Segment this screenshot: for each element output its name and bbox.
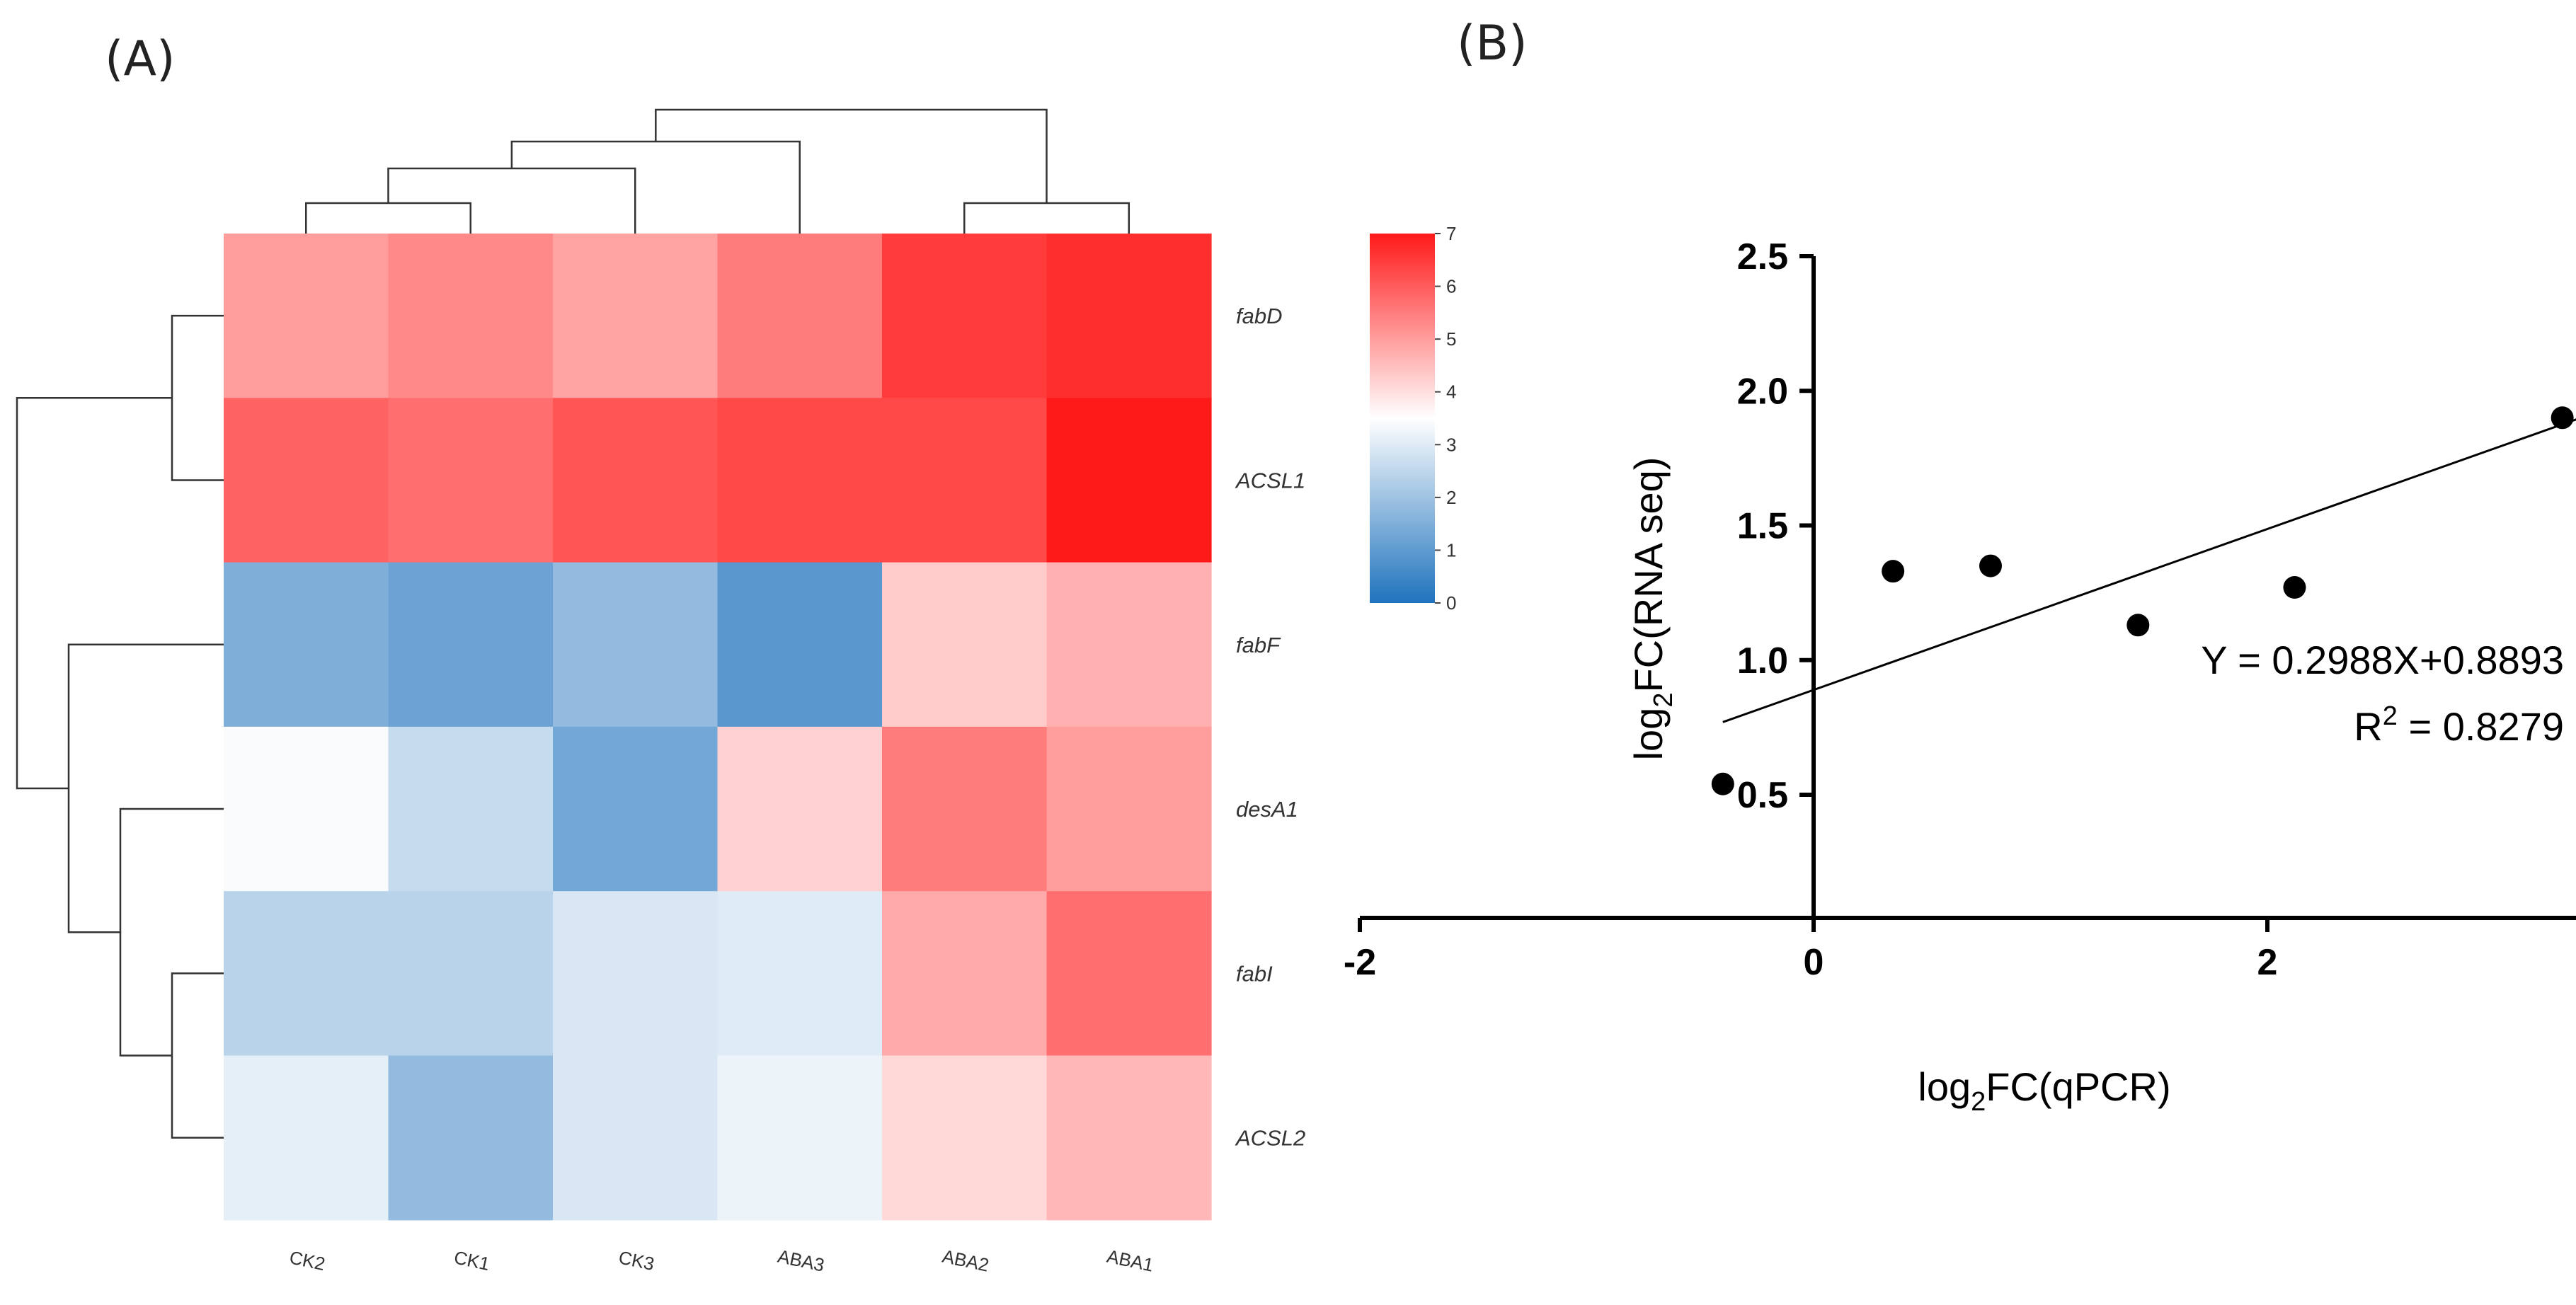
heatmap-cell [553,891,719,1057]
dendrogram-branch [16,397,172,790]
data-point [1711,772,1734,795]
heatmap-cell [224,891,389,1057]
panel-b-label: (B) [1457,16,1528,71]
dendrogram-branch [387,167,636,234]
heatmap-col-label: CK2 [287,1246,327,1275]
colorbar-tick-label: 4 [1446,381,1456,403]
heatmap-cell [717,726,883,892]
heatmap-cell [388,891,554,1057]
scatter-plot: 0.5 1.0 1.5 2.0 2.5 -2 0 2 4 6 log2FC(qPCR) log2FC(… [1344,236,2576,1117]
dendrogram-branch [510,140,801,234]
colorbar-tick-label: 6 [1446,276,1456,297]
heatmap-cell [553,398,719,563]
heatmap-cell [882,1055,1048,1221]
data-point [1882,560,1905,583]
heatmap-row-label: desA1 [1236,797,1298,822]
regression-line [1722,418,2576,723]
heatmap-cell [388,1055,554,1221]
heatmap-cell [388,234,554,398]
colorbar-tick-label: 1 [1446,539,1456,560]
heatmap-col-label: CK1 [452,1246,492,1275]
colorbar-tick-label: 5 [1446,328,1456,350]
y-tick-label: 0.5 [1737,775,1788,816]
heatmap-cell [1046,891,1212,1057]
heatmap-cell [882,891,1048,1057]
heatmap-row-label: ACSL2 [1235,1126,1305,1151]
colorbar-tick-label: 2 [1446,487,1456,508]
y-tick-label: 2.0 [1737,371,1788,412]
x-tick-label: -2 [1344,942,1376,983]
heatmap-row-label: fabD [1236,304,1282,328]
y-tick-label: 2.5 [1737,236,1788,277]
fit-r-squared: R2 = 0.8279 [2354,701,2564,749]
colorbar-tick-label: 0 [1446,592,1456,614]
heatmap-cell [882,726,1048,892]
heatmap-cell [882,562,1048,728]
dendrogram-branch [655,108,1048,203]
heatmap-cell [224,1055,389,1221]
dendrogram-branch [171,314,224,481]
heatmap-cell [717,562,883,728]
heatmap-cell [717,891,883,1057]
heatmap-cell [717,234,883,398]
heatmap-cell [1046,726,1212,892]
heatmap-cell [1046,1055,1212,1221]
heatmap-cell [553,726,719,892]
panel-a-label: (A) [105,31,176,87]
colorbar: 0 1 2 3 4 5 6 7 [1370,223,1456,614]
heatmap-cell [553,1055,719,1221]
heatmap-cell [1046,398,1212,563]
heatmap-col-label: ABA1 [1105,1246,1155,1276]
heatmap-cell [388,726,554,892]
heatmap-cell [1046,562,1212,728]
heatmap-cell [553,234,719,398]
fit-equation: Y = 0.2988X+0.8893 [2201,638,2564,682]
heatmap-col-label: CK3 [617,1246,656,1275]
dendrogram-branch [171,972,224,1139]
y-tick-label: 1.0 [1737,640,1788,682]
colorbar-tick-label: 3 [1446,434,1456,455]
data-point [1979,554,2002,577]
dendrograms [16,108,1130,1139]
x-tick-label: 2 [2257,942,2278,983]
heatmap-cell [882,234,1048,398]
heatmap-cell [717,1055,883,1221]
heatmap-cell [224,398,389,563]
heatmap-cell [882,398,1048,563]
dendrogram-branch [67,643,224,933]
heatmap-row-label: ACSL1 [1235,468,1305,493]
data-point [2126,614,2150,637]
heatmap-cell [388,398,554,563]
x-tick-label: 0 [1804,942,1824,983]
heatmap-row-label: fabF [1236,633,1281,657]
heatmap-cell [1046,234,1212,398]
colorbar-tick-label: 7 [1446,223,1456,244]
dendrogram-branch [305,202,471,234]
heatmap-col-label: ABA2 [940,1246,990,1276]
x-axis-label: log2FC(qPCR) [1918,1064,2170,1117]
data-point [2283,576,2306,599]
heatmap-row-label: fabI [1236,961,1273,986]
heatmap-cell [224,562,389,728]
heatmap-cell [388,562,554,728]
dendrogram-branch [963,202,1130,234]
heatmap-cell [717,398,883,563]
heatmap-col-label: ABA3 [776,1246,826,1276]
colorbar-gradient [1370,234,1435,603]
heatmap: fabD ACSL1 fabF desA1 fabI ACSL2 CK2 CK1 CK3 ABA3… [224,234,1305,1276]
data-point [2551,406,2574,430]
heatmap-cell [553,562,719,728]
y-tick-label: 1.5 [1737,506,1788,547]
heatmap-cell [224,234,389,398]
y-axis-label: log2FC(RNA seq) [1626,457,1678,761]
heatmap-cell [224,726,389,892]
